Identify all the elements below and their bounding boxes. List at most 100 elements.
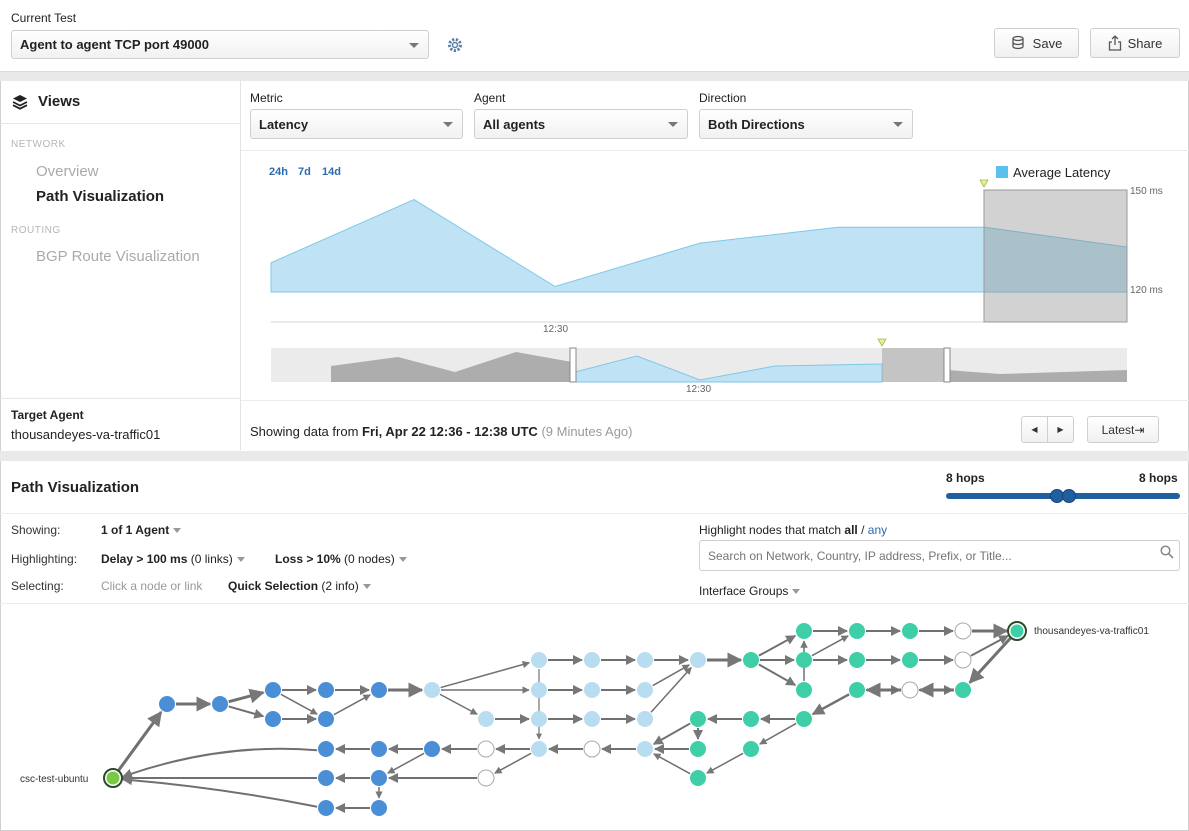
path-node[interactable] xyxy=(637,682,653,698)
path-node[interactable] xyxy=(318,711,334,727)
path-link[interactable] xyxy=(440,660,531,689)
path-node[interactable] xyxy=(531,741,547,757)
path-link[interactable] xyxy=(811,635,849,657)
path-link[interactable] xyxy=(758,634,797,657)
quick-selection-dropdown[interactable]: Quick Selection (2 info) xyxy=(228,579,371,593)
path-link[interactable] xyxy=(121,775,318,808)
path-node[interactable] xyxy=(796,711,812,727)
path-node[interactable] xyxy=(743,652,759,668)
path-node[interactable] xyxy=(584,652,600,668)
path-node[interactable] xyxy=(583,740,601,758)
path-link[interactable] xyxy=(228,688,265,704)
test-select[interactable]: Agent to agent TCP port 49000 xyxy=(11,30,429,59)
path-node[interactable] xyxy=(371,800,387,816)
path-node[interactable] xyxy=(902,623,918,639)
metric-select[interactable]: Latency xyxy=(250,109,463,139)
path-node[interactable] xyxy=(212,696,228,712)
path-node[interactable] xyxy=(849,623,865,639)
path-link[interactable] xyxy=(387,752,425,774)
path-link[interactable] xyxy=(968,636,1013,684)
timeframe-24h[interactable]: 24h xyxy=(269,166,288,178)
path-node[interactable] xyxy=(477,740,495,758)
path-node[interactable] xyxy=(743,741,759,757)
path-node[interactable] xyxy=(690,770,706,786)
selection-window[interactable] xyxy=(983,189,1128,323)
path-node[interactable] xyxy=(796,652,812,668)
path-node[interactable] xyxy=(690,652,706,668)
node-search-input[interactable] xyxy=(699,540,1180,571)
path-node[interactable] xyxy=(584,682,600,698)
loss-dropdown[interactable]: Loss > 10% (0 nodes) xyxy=(275,552,407,566)
delay-dropdown[interactable]: Delay > 100 ms (0 links) xyxy=(101,552,245,566)
path-link[interactable] xyxy=(653,753,691,775)
path-node[interactable] xyxy=(637,711,653,727)
path-node[interactable] xyxy=(265,711,281,727)
save-button[interactable]: Save xyxy=(994,28,1079,58)
path-link[interactable] xyxy=(228,705,265,719)
path-link[interactable] xyxy=(650,666,692,713)
agent-select[interactable]: All agents xyxy=(474,109,688,139)
path-node[interactable] xyxy=(318,682,334,698)
path-node[interactable] xyxy=(743,711,759,727)
path-link[interactable] xyxy=(333,694,371,716)
overview-handle-left[interactable] xyxy=(569,347,577,383)
path-node[interactable] xyxy=(159,696,175,712)
latency-chart[interactable]: 150 ms 120 ms 12:30 12:30 xyxy=(0,0,1189,460)
gear-icon[interactable] xyxy=(445,35,465,55)
path-node[interactable] xyxy=(954,651,972,669)
showing-dropdown[interactable]: 1 of 1 Agent xyxy=(101,523,182,537)
path-node[interactable] xyxy=(531,711,547,727)
path-node[interactable] xyxy=(318,741,334,757)
path-node[interactable] xyxy=(954,622,972,640)
path-link[interactable] xyxy=(758,663,797,686)
path-link[interactable] xyxy=(652,722,691,745)
path-link[interactable] xyxy=(759,722,797,745)
path-node[interactable] xyxy=(584,711,600,727)
path-node[interactable] xyxy=(371,741,387,757)
path-node[interactable] xyxy=(902,652,918,668)
target-agent-node[interactable] xyxy=(1010,624,1024,638)
interface-groups-dropdown[interactable]: Interface Groups xyxy=(699,584,801,598)
path-node[interactable] xyxy=(796,623,812,639)
path-link[interactable] xyxy=(811,693,850,716)
path-node[interactable] xyxy=(318,800,334,816)
path-node[interactable] xyxy=(690,711,706,727)
path-node[interactable] xyxy=(637,741,653,757)
path-node[interactable] xyxy=(690,741,706,757)
path-node[interactable] xyxy=(955,682,971,698)
highlight-any-option[interactable]: any xyxy=(867,523,888,537)
path-node[interactable] xyxy=(371,682,387,698)
path-node[interactable] xyxy=(265,682,281,698)
path-node[interactable] xyxy=(318,770,334,786)
path-node[interactable] xyxy=(531,652,547,668)
source-agent-node[interactable] xyxy=(106,771,120,785)
latest-button[interactable]: Latest⇥ xyxy=(1087,416,1159,443)
timeframe-14d[interactable]: 14d xyxy=(322,166,341,178)
nav-item-bgp-route-visualization[interactable]: BGP Route Visualization xyxy=(36,248,200,265)
nav-item-path-visualization[interactable]: Path Visualization xyxy=(36,188,165,205)
path-link[interactable] xyxy=(652,664,690,687)
overview-handle-right[interactable] xyxy=(943,347,951,383)
path-link[interactable] xyxy=(970,634,1010,657)
path-link[interactable] xyxy=(280,693,318,715)
path-link[interactable] xyxy=(439,693,478,715)
nav-item-overview[interactable]: Overview xyxy=(36,163,99,180)
path-node[interactable] xyxy=(796,682,812,698)
path-link[interactable] xyxy=(494,752,532,774)
path-node[interactable] xyxy=(371,770,387,786)
path-node[interactable] xyxy=(849,682,865,698)
path-node[interactable] xyxy=(477,769,495,787)
timeframe-7d[interactable]: 7d xyxy=(298,166,311,178)
path-link[interactable] xyxy=(706,752,744,774)
prev-button[interactable]: ◀ xyxy=(1021,416,1048,443)
overview-selection[interactable] xyxy=(882,348,947,382)
hops-slider-handle-max[interactable] xyxy=(1062,489,1076,503)
path-node[interactable] xyxy=(637,652,653,668)
path-link[interactable] xyxy=(117,710,163,772)
path-link[interactable] xyxy=(121,747,318,779)
path-node[interactable] xyxy=(849,652,865,668)
path-node[interactable] xyxy=(424,682,440,698)
path-node[interactable] xyxy=(478,711,494,727)
direction-select[interactable]: Both Directions xyxy=(699,109,913,139)
path-node[interactable] xyxy=(901,681,919,699)
